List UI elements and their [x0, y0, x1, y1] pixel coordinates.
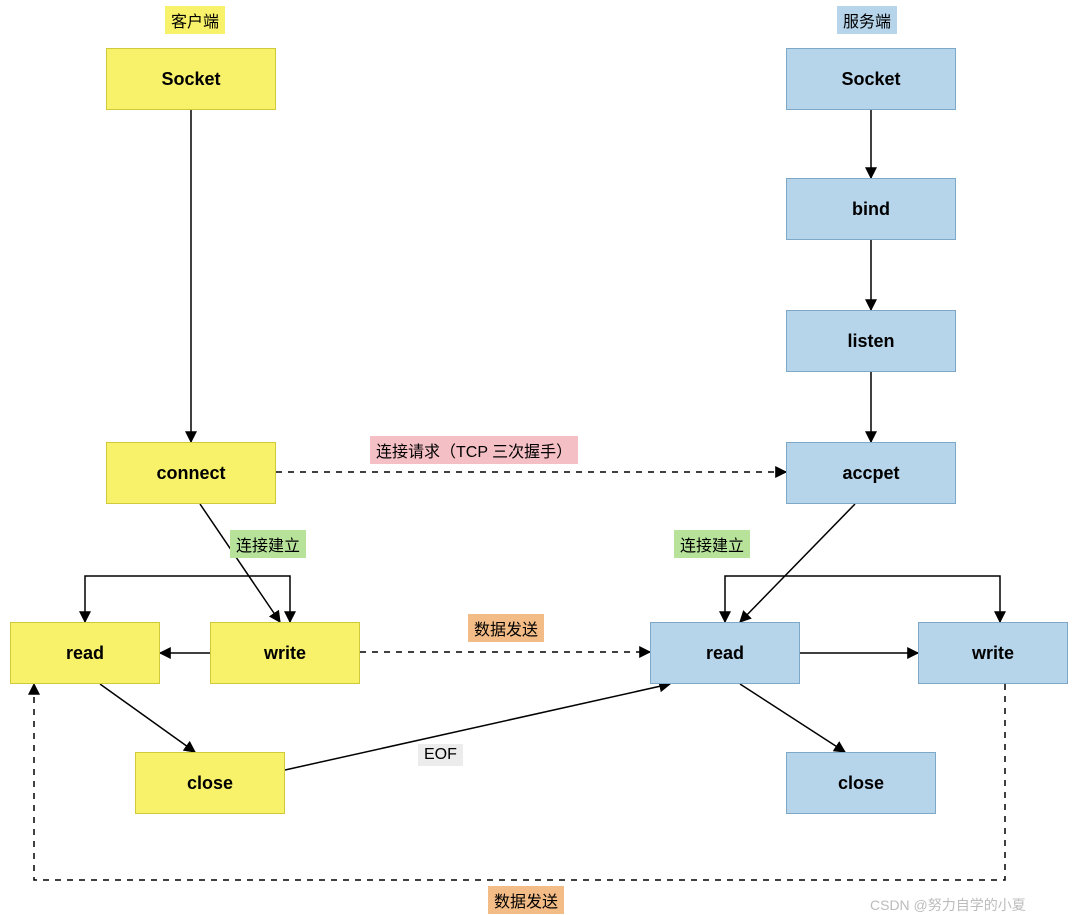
label-lbl_est_s: 连接建立 [674, 530, 750, 558]
server-header-label: 服务端 [837, 6, 897, 34]
node-c_connect: connect [106, 442, 276, 504]
edge-s_read-s_close [740, 684, 845, 752]
label-lbl_data1: 数据发送 [468, 614, 544, 642]
node-c_write: write [210, 622, 360, 684]
label-lbl_data2: 数据发送 [488, 886, 564, 914]
watermark-text: CSDN @努力自学的小夏 [870, 895, 1026, 915]
label-lbl_eof: EOF [418, 744, 463, 766]
node-s_write: write [918, 622, 1068, 684]
node-s_listen: listen [786, 310, 956, 372]
socket-flowchart: CSDN @努力自学的小夏 客户端服务端Socketconnectreadwri… [0, 0, 1080, 915]
node-s_close: close [786, 752, 936, 814]
client-header-label: 客户端 [165, 6, 225, 34]
edge-s_accept-s_read [740, 504, 855, 622]
node-c_close: close [135, 752, 285, 814]
edge-c_read-c_close [100, 684, 195, 752]
label-lbl_est_c: 连接建立 [230, 530, 306, 558]
node-s_read: read [650, 622, 800, 684]
edge-c_close-s_read [285, 684, 670, 770]
node-s_bind: bind [786, 178, 956, 240]
node-c_socket: Socket [106, 48, 276, 110]
node-s_accept: accpet [786, 442, 956, 504]
node-s_socket: Socket [786, 48, 956, 110]
edge-loop_server [725, 576, 1000, 622]
node-c_read: read [10, 622, 160, 684]
edge-c_connect-c_write [200, 504, 280, 622]
label-lbl_tcp: 连接请求（TCP 三次握手） [370, 436, 578, 464]
edge-loop_client [85, 576, 290, 622]
